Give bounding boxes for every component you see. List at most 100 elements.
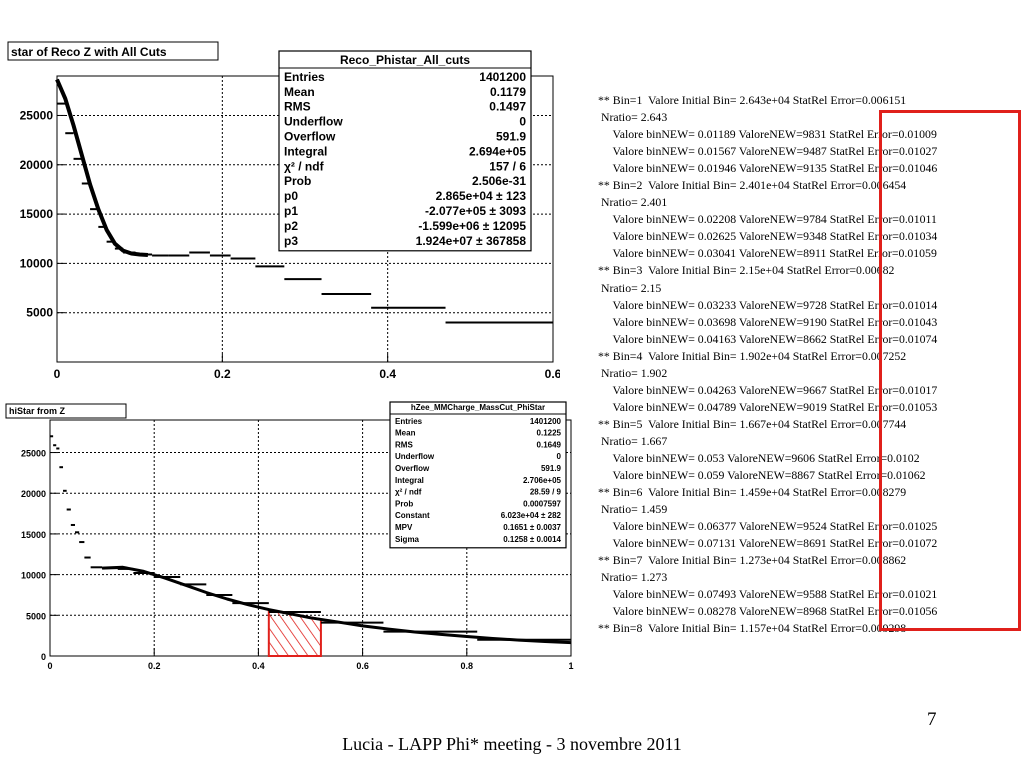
y-tick-label: 25000: [21, 449, 46, 459]
stats-value: 0: [519, 115, 526, 129]
stats-value: 0.1497: [489, 100, 526, 114]
stats-value: 0: [557, 452, 562, 461]
y-tick-label: 20000: [20, 158, 54, 172]
log-line: Nratio= 1.667: [598, 433, 668, 448]
stats-value: 2.865e+04 ± 123: [436, 189, 527, 203]
log-line: Valore binNEW= 0.02625 ValoreNEW=9348 St…: [598, 229, 938, 244]
phistar-reco-z-plot: 5000 10000 15000 20000 25000 0 0.2 0.4 0.6 star o…: [7, 41, 560, 381]
stats-value: -1.599e+06 ± 12095: [418, 219, 526, 233]
stats-value: 0.1179: [490, 85, 526, 99]
stats-value: 0.1225: [537, 429, 562, 438]
y-tick-label: 15000: [20, 207, 54, 221]
stats-value: 28.59 / 9: [530, 488, 562, 497]
stats-label: Underflow: [284, 115, 343, 129]
stats-value: 2.694e+05: [469, 144, 526, 158]
stats-label: Sigma: [395, 535, 420, 544]
stat-error-highlight-box: [879, 110, 1021, 631]
log-line: Valore binNEW= 0.07493 ValoreNEW=9588 St…: [598, 587, 938, 602]
stats-box: [389, 401, 567, 549]
stats-value: 591.9: [496, 130, 526, 144]
stats-value: 0.0007597: [523, 499, 561, 508]
stats-label: p3: [284, 234, 298, 248]
plot-title: star of Reco Z with All Cuts: [11, 45, 167, 59]
bin-ratio-log: ** Bin=1 Valore Initial Bin= 2.643e+04 S…: [598, 92, 1022, 638]
stats-label: p0: [284, 189, 298, 203]
stats-label: Mean: [284, 85, 315, 99]
log-line: Valore binNEW= 0.03698 ValoreNEW=9190 St…: [598, 314, 938, 329]
stats-value: 0.1258 ± 0.0014: [503, 535, 561, 544]
log-line: Valore binNEW= 0.04163 ValoreNEW=8662 St…: [598, 331, 938, 346]
stats-box-title: hZee_MMCharge_MassCut_PhiStar: [411, 403, 545, 412]
x-tick-label: 0.2: [214, 367, 231, 381]
stats-label: Entries: [395, 417, 423, 426]
log-line: ** Bin=6 Valore Initial Bin= 1.459e+04 S…: [598, 485, 907, 500]
stats-label: p1: [284, 204, 298, 218]
x-tick-label: 1: [568, 661, 573, 670]
stats-label: Overflow: [284, 130, 336, 144]
log-line: Nratio= 1.459: [598, 502, 668, 517]
stats-label: Mean: [395, 429, 416, 438]
log-line: Valore binNEW= 0.08278 ValoreNEW=8968 St…: [598, 604, 938, 619]
stats-label: RMS: [284, 100, 311, 114]
log-line: ** Bin=1 Valore Initial Bin= 2.643e+04 S…: [598, 93, 907, 107]
stats-value: 157 / 6: [489, 159, 526, 173]
log-line: ** Bin=8 Valore Initial Bin= 1.157e+04 S…: [598, 621, 907, 636]
log-line: Valore binNEW= 0.01189 ValoreNEW=9831 St…: [598, 127, 937, 142]
stats-label: Integral: [284, 144, 327, 158]
stats-value: -2.077e+05 ± 3093: [425, 204, 526, 218]
fit-curve: [55, 78, 149, 257]
log-line: ** Bin=3 Valore Initial Bin= 2.15e+04 St…: [598, 263, 895, 278]
plot-title-box: [5, 403, 127, 419]
x-tick-label: 0.4: [252, 661, 265, 670]
stats-label: RMS: [395, 440, 413, 449]
log-line: Valore binNEW= 0.01946 ValoreNEW=9135 St…: [598, 161, 938, 176]
x-tick-label: 0.2: [148, 661, 161, 670]
log-line: ** Bin=7 Valore Initial Bin= 1.273e+04 S…: [598, 553, 907, 568]
fit-curve: [102, 565, 572, 645]
stats-value: 2.706e+05: [523, 476, 562, 485]
stats-value: 591.9: [541, 464, 562, 473]
stats-label: Overflow: [395, 464, 430, 473]
y-tick-label: 5000: [26, 306, 53, 320]
phistar-from-z-plot: 0 5000 10000 15000 20000 25000 0 0.2 0.4 0.6 0.8 1 h…: [5, 401, 574, 670]
x-tick-label: 0.6: [545, 367, 560, 381]
log-line: Valore binNEW= 0.053 ValoreNEW=9606 Stat…: [598, 450, 920, 465]
y-tick-label: 15000: [21, 530, 46, 540]
log-line: Valore binNEW= 0.03041 ValoreNEW=8911 St…: [598, 246, 937, 261]
y-tick-label: 5000: [26, 611, 46, 621]
plot-title-box: [7, 41, 219, 61]
x-tick-label: 0.4: [379, 367, 396, 381]
stats-value: 0.1651 ± 0.0037: [503, 523, 561, 532]
highlighted-bin-region: [267, 608, 322, 657]
page-number: 7: [927, 709, 937, 730]
stats-value: 1401200: [479, 70, 526, 84]
stats-label: Constant: [395, 511, 430, 520]
log-line: Valore binNEW= 0.03233 ValoreNEW=9728 St…: [598, 297, 938, 312]
stats-box-title: Reco_Phistar_All_cuts: [340, 53, 470, 67]
stats-label: Underflow: [395, 452, 435, 461]
stats-label: p2: [284, 219, 298, 233]
log-line: Nratio= 1.273: [598, 570, 668, 585]
x-tick-label: 0.6: [356, 661, 369, 670]
plot-title: hiStar from Z: [9, 406, 66, 416]
y-tick-label: 10000: [21, 571, 46, 581]
stats-value: 6.023e+04 ± 282: [501, 511, 562, 520]
log-line: ** Bin=2 Valore Initial Bin= 2.401e+04 S…: [598, 178, 907, 193]
log-line: Nratio= 2.15: [598, 280, 662, 295]
y-tick-label: 25000: [20, 108, 54, 122]
log-line: Nratio= 1.902: [598, 365, 668, 380]
log-line: Valore binNEW= 0.07131 ValoreNEW=8691 St…: [598, 536, 938, 551]
stats-label: Prob: [284, 174, 311, 188]
log-line: Valore binNEW= 0.01567 ValoreNEW=9487 St…: [598, 144, 938, 159]
log-line: Nratio= 2.643: [598, 110, 668, 125]
stats-label: Prob: [395, 499, 413, 508]
x-tick-label: 0: [47, 661, 52, 670]
log-line: ** Bin=4 Valore Initial Bin= 1.902e+04 S…: [598, 348, 907, 363]
stats-value: 2.506e-31: [472, 174, 526, 188]
stats-label: Integral: [395, 476, 424, 485]
stats-label: χ² / ndf: [284, 159, 325, 173]
log-line: Valore binNEW= 0.02208 ValoreNEW=9784 St…: [598, 212, 937, 227]
y-tick-label: 10000: [20, 256, 54, 270]
stats-value: 0.1649: [537, 440, 562, 449]
stats-value: 1401200: [530, 417, 562, 426]
